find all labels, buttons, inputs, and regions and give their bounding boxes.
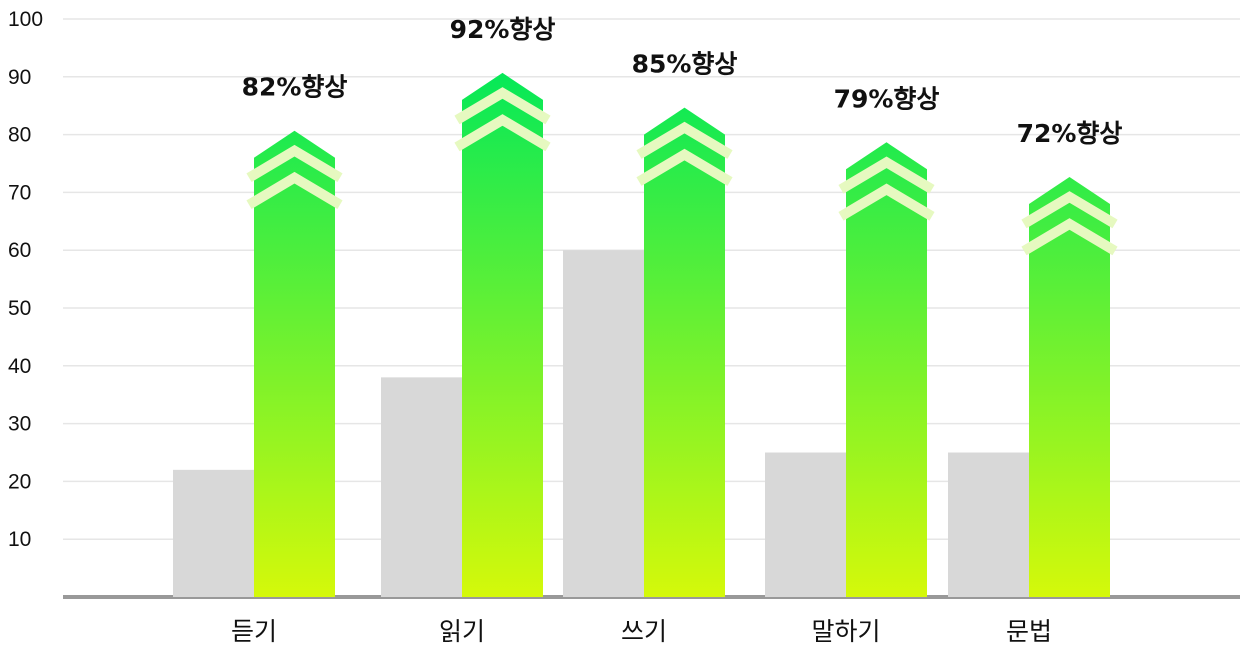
chevron-stripe <box>454 114 551 152</box>
improvement-label: 72%향상 <box>1017 119 1123 148</box>
after-bar <box>462 72 543 598</box>
before-bar <box>173 469 254 597</box>
x-tick-label: 말하기 <box>811 617 880 646</box>
y-tick-label: 80 <box>8 124 31 147</box>
chevron-stripe <box>1021 191 1118 229</box>
before-bar <box>563 250 644 597</box>
x-tick-label: 문법 <box>1006 617 1052 646</box>
y-tick-label: 40 <box>8 355 31 378</box>
y-tick-label: 60 <box>8 239 31 262</box>
chevron-stripe <box>454 87 551 125</box>
before-bar <box>765 452 846 597</box>
chevron-stripe <box>1021 218 1118 256</box>
chevron-stripe <box>838 156 935 194</box>
y-tick-label: 30 <box>8 413 31 436</box>
chevron-stripe <box>246 144 343 183</box>
improvement-label: 79%향상 <box>834 84 940 113</box>
after-bar <box>254 130 335 597</box>
chevron-stripe <box>246 171 343 210</box>
after-bar <box>644 107 725 597</box>
y-tick-label: 20 <box>8 470 31 493</box>
x-tick-label: 쓰기 <box>621 617 667 646</box>
improvement-label: 85%향상 <box>632 50 738 79</box>
chevron-stripe <box>838 183 935 221</box>
before-bar <box>948 452 1029 597</box>
y-tick-label: 100 <box>8 8 43 31</box>
after-bar <box>846 142 927 597</box>
y-tick-label: 50 <box>8 297 31 320</box>
y-tick-label: 10 <box>8 528 31 551</box>
improvement-label: 82%향상 <box>242 73 348 102</box>
y-tick-label: 70 <box>8 181 31 204</box>
chevron-stripe <box>636 121 733 159</box>
after-bar <box>1029 176 1110 597</box>
y-tick-label: 90 <box>8 66 31 89</box>
x-tick-label: 듣기 <box>231 617 277 646</box>
improvement-label: 92%향상 <box>450 15 556 44</box>
x-tick-label: 읽기 <box>439 617 485 646</box>
before-bar <box>381 377 462 597</box>
chevron-stripe <box>636 148 733 186</box>
